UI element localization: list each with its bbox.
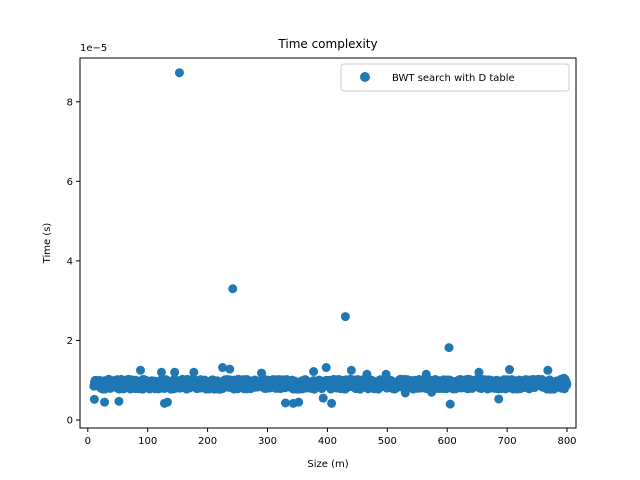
- x-tick-label: 800: [557, 436, 576, 447]
- data-point: [427, 387, 437, 397]
- data-point: [294, 397, 304, 407]
- x-tick-label: 200: [198, 436, 217, 447]
- data-point: [421, 369, 431, 379]
- data-point: [189, 367, 199, 377]
- legend-marker-icon: [360, 72, 370, 82]
- data-point: [174, 68, 184, 78]
- legend-label: BWT search with D table: [392, 73, 515, 84]
- x-tick-label: 500: [378, 436, 397, 447]
- data-point: [559, 373, 569, 383]
- data-point: [162, 397, 172, 407]
- data-point: [346, 365, 356, 375]
- y-tick-label: 2: [67, 336, 73, 347]
- data-point: [400, 388, 410, 398]
- data-point: [474, 367, 484, 377]
- data-point: [257, 368, 267, 378]
- data-point: [280, 398, 290, 408]
- points-layer: [89, 68, 572, 409]
- data-point: [505, 365, 515, 375]
- data-point: [381, 369, 391, 379]
- data-point: [327, 398, 337, 408]
- legend-box: [340, 63, 570, 92]
- axes-frame: [79, 57, 577, 429]
- data-point: [494, 394, 504, 404]
- x-tick-label: 600: [438, 436, 457, 447]
- legend: BWT search with D table: [340, 63, 570, 92]
- data-point: [444, 343, 454, 353]
- x-tick-label: 700: [498, 436, 517, 447]
- x-ticks: 0 100 200 300 400 500 600 700 800: [85, 428, 577, 447]
- data-point: [136, 365, 145, 375]
- data-point: [225, 364, 235, 374]
- x-axis-label: Size (m): [307, 459, 348, 470]
- y-offset-text: 1e−5: [80, 43, 107, 54]
- y-tick-label: 0: [67, 416, 73, 427]
- data-point: [309, 367, 319, 377]
- y-tick-label: 6: [67, 177, 73, 188]
- x-tick-label: 300: [258, 436, 277, 447]
- data-point: [340, 312, 350, 322]
- data-point: [318, 393, 328, 403]
- data-point: [170, 367, 180, 377]
- y-ticks: 0 2 4 6 8: [67, 97, 80, 427]
- y-tick-label: 4: [67, 256, 73, 267]
- x-tick-label: 0: [85, 436, 91, 447]
- data-point: [114, 396, 124, 406]
- data-point: [156, 367, 166, 377]
- data-point: [218, 363, 228, 373]
- plot-area: [80, 58, 576, 428]
- data-point: [362, 369, 372, 379]
- data-point: [89, 394, 99, 404]
- data-point: [445, 399, 455, 409]
- y-axis-label: Time (s): [42, 223, 53, 265]
- y-tick-label: 8: [67, 97, 73, 108]
- data-point: [228, 284, 238, 294]
- x-tick-label: 400: [318, 436, 337, 447]
- chart-title: Time complexity: [277, 37, 377, 51]
- data-point: [321, 363, 331, 373]
- x-tick-label: 100: [138, 436, 157, 447]
- data-point: [100, 397, 110, 407]
- data-point: [543, 365, 553, 375]
